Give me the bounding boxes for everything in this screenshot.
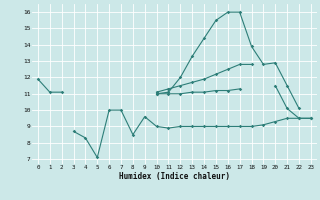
X-axis label: Humidex (Indice chaleur): Humidex (Indice chaleur)	[119, 172, 230, 181]
